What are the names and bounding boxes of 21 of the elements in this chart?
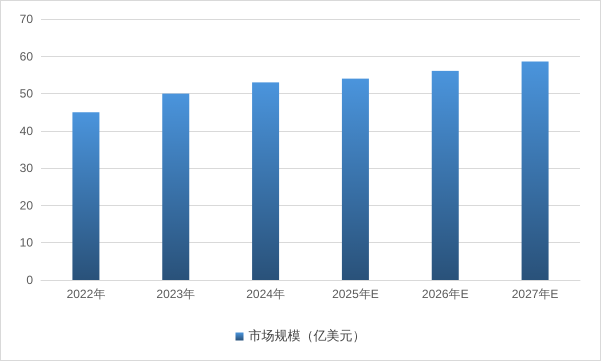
x-tick-label: 2023年 (156, 287, 196, 301)
y-tick-label: 60 (20, 49, 34, 64)
x-tick-label: 2024年 (246, 287, 285, 301)
bar (162, 94, 190, 280)
bar (432, 70, 459, 280)
bar (342, 78, 369, 280)
y-tick-label: 10 (20, 236, 34, 250)
bar (252, 82, 280, 280)
y-tick-label: 30 (20, 161, 34, 176)
x-tick-label: 2025年E (332, 287, 379, 301)
y-tick-label: 20 (20, 198, 34, 212)
bar (72, 112, 100, 280)
x-tick-label: 2026年E (422, 287, 469, 301)
y-tick-label: 70 (20, 12, 34, 26)
x-tick-label: 2022年 (66, 287, 106, 301)
bar (522, 62, 549, 280)
y-tick-label: 0 (26, 273, 34, 287)
x-tick-label: 2027年E (512, 287, 558, 301)
legend-label: 市场规模（亿美元） (248, 328, 366, 344)
y-tick-label: 40 (20, 124, 34, 138)
y-tick-label: 50 (20, 86, 34, 101)
